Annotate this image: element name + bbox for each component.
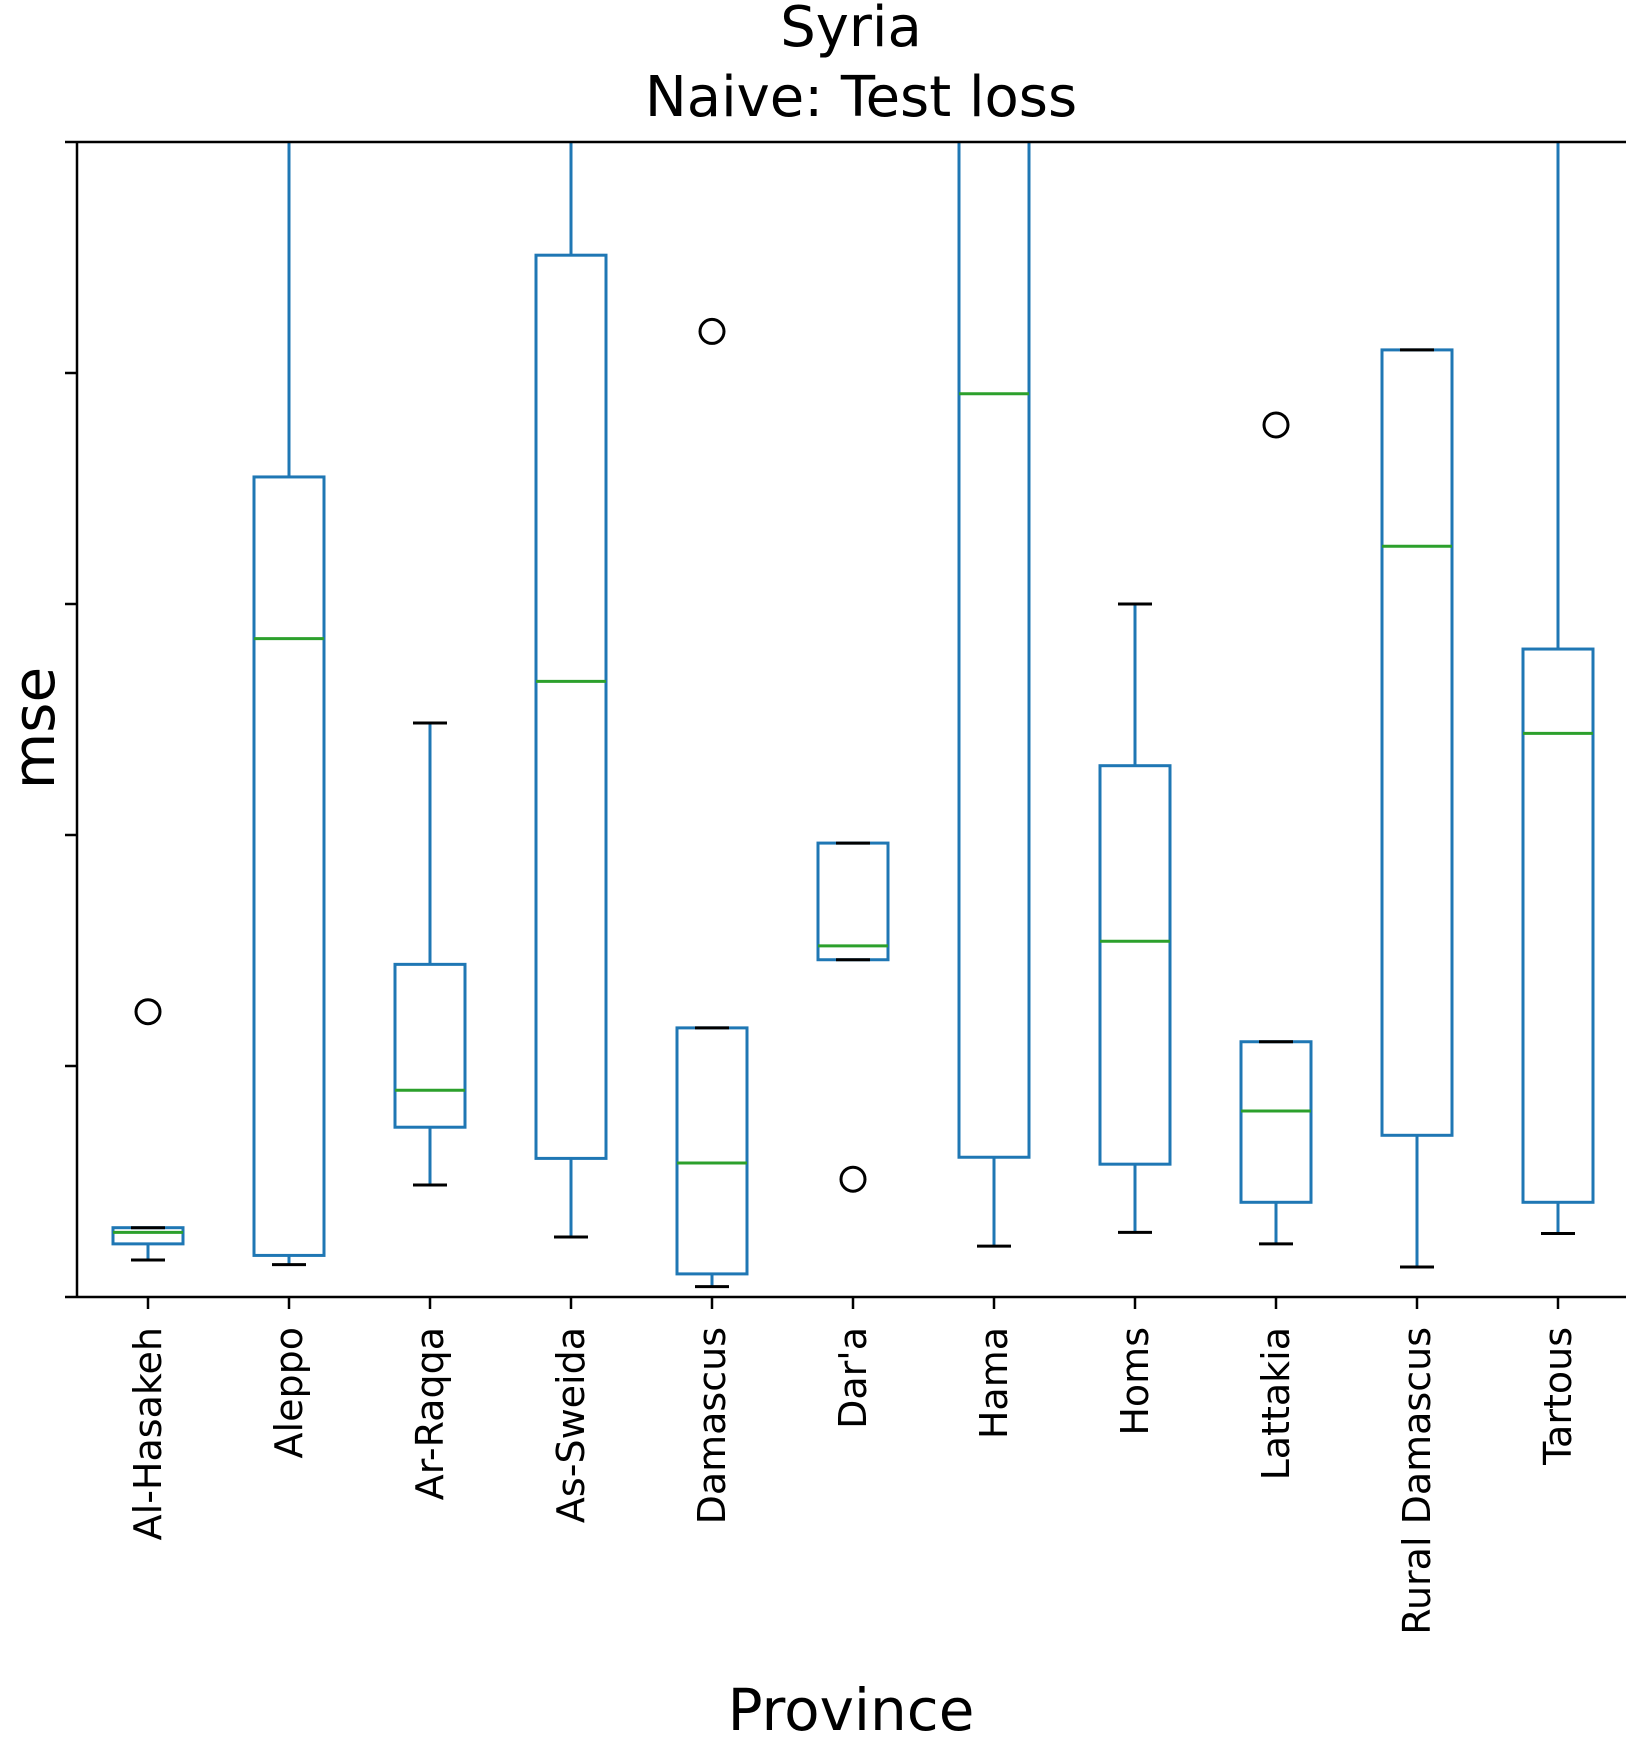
box xyxy=(1380,348,1454,1137)
outlier-point xyxy=(698,317,726,345)
box xyxy=(534,253,608,1160)
x-tick-label: Homs xyxy=(1113,1327,1157,1436)
x-tick-label: Damascus xyxy=(690,1327,734,1524)
box xyxy=(111,1226,185,1246)
x-tick-label: Hama xyxy=(972,1327,1016,1439)
x-tick-label: As-Sweida xyxy=(549,1327,593,1523)
x-tick-label: Ar-Raqqa xyxy=(408,1327,452,1500)
box xyxy=(1521,647,1595,1204)
box xyxy=(816,841,890,962)
x-tick-label: Tartous xyxy=(1536,1327,1580,1466)
box xyxy=(252,475,326,1257)
x-tick-label: Dar'a xyxy=(831,1327,875,1429)
outlier-point xyxy=(839,1165,867,1193)
x-axis-ticks: Al-Hasakeh Aleppo Ar-Raqqa As-Sweida Damascu… xyxy=(126,1297,1580,1635)
box xyxy=(1098,764,1172,1166)
x-tick-label: Lattakia xyxy=(1254,1327,1298,1480)
x-tick-label: Rural Damascus xyxy=(1395,1327,1439,1635)
box xyxy=(957,142,1031,1159)
outlier-point xyxy=(1262,411,1290,439)
x-tick-label: Al-Hasakeh xyxy=(126,1327,170,1540)
box xyxy=(393,962,467,1129)
y-axis-label: mse xyxy=(0,667,68,789)
box xyxy=(675,1026,749,1276)
outlier-point xyxy=(134,998,162,1026)
box-plot-marks xyxy=(111,142,1595,1289)
x-axis-label: Province xyxy=(728,1676,975,1743)
chart-subtitle: Naive: Test loss xyxy=(645,65,1077,130)
y-axis-ticks xyxy=(65,140,77,1299)
chart-title: Syria xyxy=(780,0,922,60)
box xyxy=(1239,1040,1313,1204)
x-tick-label: Aleppo xyxy=(267,1327,311,1458)
